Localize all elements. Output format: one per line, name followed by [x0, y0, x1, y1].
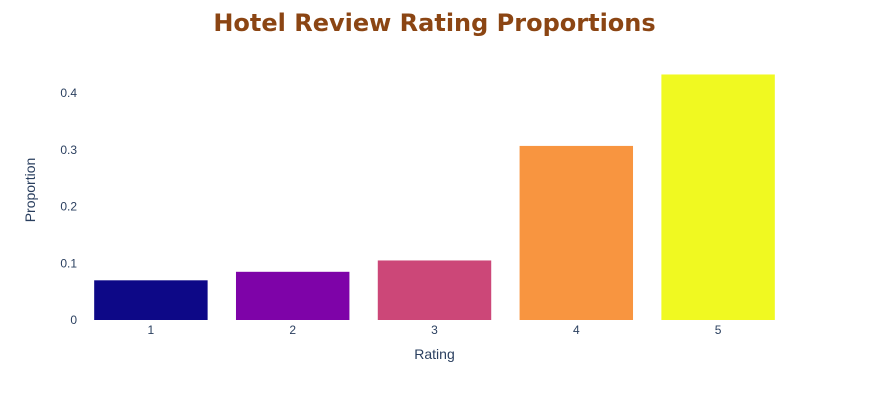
- x-tick-label: 5: [715, 323, 722, 337]
- x-tick-label: 2: [289, 323, 296, 337]
- bar-rating-1[interactable]: [94, 280, 208, 320]
- bar-rating-3[interactable]: [377, 260, 492, 320]
- y-tick-label: 0.4: [60, 86, 77, 100]
- bar-rating-2[interactable]: [235, 271, 350, 320]
- x-axis: 1 2 3 4 5: [148, 323, 722, 337]
- y-tick-label: 0.3: [60, 143, 77, 157]
- x-tick-label: 3: [431, 323, 438, 337]
- bar-rating-5[interactable]: [661, 74, 775, 320]
- x-tick-label: 1: [148, 323, 155, 337]
- bars-group: [94, 74, 775, 320]
- x-axis-label: Rating: [414, 346, 454, 362]
- y-tick-label: 0.1: [60, 256, 77, 270]
- y-tick-label: 0.2: [60, 200, 77, 214]
- y-axis-label: Proportion: [22, 158, 38, 223]
- bar-rating-4[interactable]: [519, 145, 634, 320]
- y-axis: 0 0.1 0.2 0.3 0.4: [60, 86, 77, 327]
- x-tick-label: 4: [573, 323, 580, 337]
- chart-title: Hotel Review Rating Proportions: [213, 9, 655, 37]
- y-tick-label: 0: [70, 313, 77, 327]
